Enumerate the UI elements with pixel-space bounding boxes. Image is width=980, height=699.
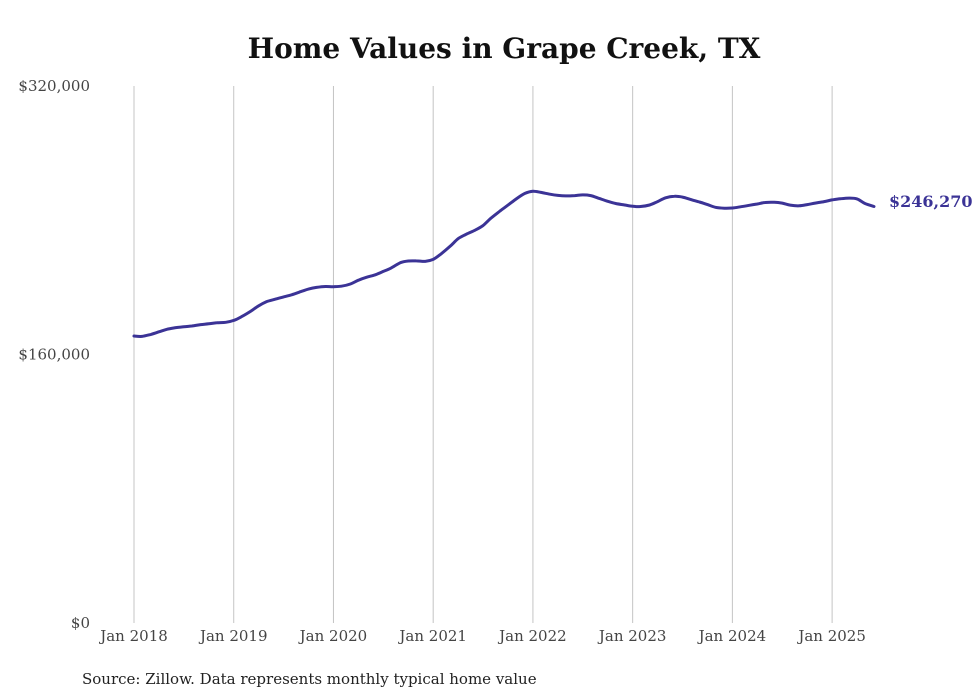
x-tick-label: Jan 2023: [597, 627, 667, 645]
end-value-label: $246,270: [889, 192, 973, 211]
x-tick-label: Jan 2021: [397, 627, 467, 645]
x-tick-label: Jan 2022: [497, 627, 567, 645]
chart-title: Home Values in Grape Creek, TX: [248, 32, 761, 65]
y-tick-label: $0: [71, 614, 90, 632]
x-tick-label: Jan 2020: [298, 627, 368, 645]
series-line: [132, 189, 876, 338]
x-tick-label: Jan 2025: [796, 627, 866, 645]
x-tick-label: Jan 2019: [198, 627, 268, 645]
y-tick-label: $320,000: [18, 77, 90, 95]
y-axis: $0 $160,000 $320,000: [18, 77, 90, 632]
x-tick-label: Jan 2024: [697, 627, 767, 645]
source-note: Source: Zillow. Data represents monthly …: [82, 670, 537, 688]
y-tick-label: $160,000: [18, 346, 90, 364]
grid-lines: [133, 86, 833, 623]
x-tick-label: Jan 2018: [98, 627, 168, 645]
x-axis: Jan 2018 Jan 2019 Jan 2020 Jan 2021 Jan 2022…: [98, 627, 866, 645]
